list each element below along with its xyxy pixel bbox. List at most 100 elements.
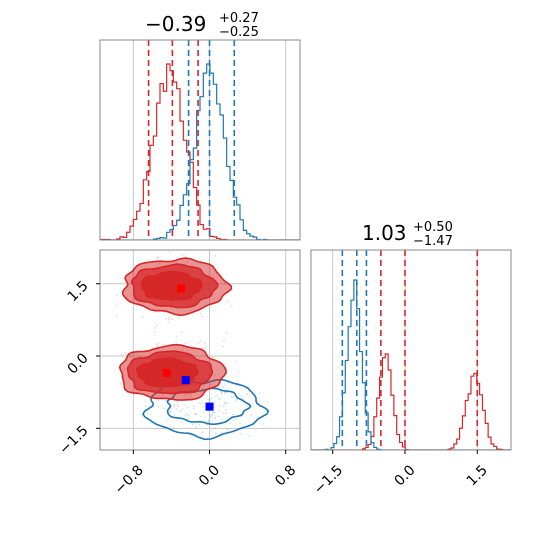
scatter-point — [230, 396, 233, 398]
scatter-point — [216, 395, 219, 397]
scatter-point — [168, 318, 170, 320]
scatter-point — [164, 400, 167, 402]
scatter-point — [223, 392, 226, 395]
panel-y-title-value: 1.03 — [362, 221, 407, 245]
scatter-point — [210, 397, 213, 400]
scatter-point — [226, 391, 228, 394]
scatter-point — [199, 415, 202, 418]
histogram-x-red — [100, 63, 300, 240]
scatter-point — [186, 413, 188, 415]
panel-y-title: 1.03 — [362, 221, 407, 245]
scatter-point — [169, 410, 172, 413]
scatter-point — [258, 392, 261, 394]
scatter-point — [214, 395, 217, 397]
scatter-point — [195, 426, 197, 428]
scatter-point — [193, 412, 196, 415]
scatter-point — [213, 406, 216, 409]
scatter-point — [181, 421, 183, 423]
scatter-point — [156, 324, 158, 327]
scatter-point — [246, 393, 248, 395]
scatter-point — [250, 413, 253, 416]
marker-red-1 — [162, 368, 171, 377]
x-tick-label: 0.0 — [196, 462, 223, 489]
scatter-point — [204, 416, 206, 418]
scatter-point — [203, 394, 205, 397]
marker-blue-1 — [181, 376, 190, 385]
scatter-point — [221, 431, 223, 434]
hist-y-tick-label: 0.0 — [392, 462, 419, 489]
scatter-point — [208, 413, 211, 416]
panel-y-title-plus: +0.50 — [413, 220, 453, 235]
scatter-point — [235, 361, 238, 363]
scatter-point — [144, 405, 147, 408]
scatter-point — [213, 417, 216, 420]
scatter-point — [200, 339, 202, 342]
scatter-point — [115, 305, 118, 307]
scatter-point — [175, 335, 178, 338]
scatter-point — [116, 315, 118, 318]
scatter-point — [222, 405, 225, 407]
histogram-x-frame — [99, 39, 301, 241]
panel-x-title-minus: −0.25 — [219, 25, 259, 40]
y-tick-label: −1.5 — [56, 423, 91, 458]
scatter-point — [196, 413, 198, 415]
scatter-point — [217, 415, 220, 418]
scatter-point — [213, 411, 216, 414]
scatter-point — [155, 343, 158, 346]
scatter-point — [173, 426, 175, 428]
scatter-point — [163, 407, 165, 410]
scatter-point — [217, 386, 220, 389]
scatter-point — [211, 413, 214, 415]
scatter-point — [144, 400, 147, 403]
scatter-point — [213, 404, 216, 406]
scatter-point — [153, 330, 156, 333]
scatter-point — [186, 406, 189, 409]
scatter-point — [151, 245, 153, 247]
scatter-point — [225, 332, 228, 334]
scatter-point — [232, 413, 235, 416]
scatter-point — [124, 352, 127, 355]
scatter-point — [175, 341, 177, 343]
scatter-point — [193, 407, 195, 410]
scatter-point — [227, 301, 229, 303]
marker-blue-0 — [205, 402, 214, 411]
scatter-point — [214, 255, 217, 257]
scatter-point — [201, 315, 204, 318]
scatter-point — [168, 411, 171, 414]
scatter-point — [207, 398, 209, 401]
y-tick-label: 0.0 — [65, 350, 92, 377]
scatter-point — [154, 311, 156, 313]
scatter-point — [212, 410, 214, 413]
scatter-point — [203, 411, 205, 413]
scatter-point — [192, 423, 194, 426]
scatter-point — [181, 331, 183, 334]
scatter-point — [214, 401, 216, 403]
histogram-y-frame — [310, 249, 512, 451]
scatter-point — [226, 388, 228, 391]
scatter-point — [218, 409, 221, 412]
scatter-point — [219, 398, 222, 400]
scatter-point — [157, 342, 160, 345]
scatter-point — [207, 401, 210, 403]
scatter-point — [223, 401, 226, 404]
scatter-point — [230, 304, 233, 307]
contour-red-0-inner — [140, 270, 203, 301]
scatter-point — [262, 423, 265, 425]
scatter-point — [224, 391, 226, 394]
scatter-point — [225, 412, 227, 414]
scatter-point — [231, 396, 234, 399]
scatter-point — [211, 419, 214, 422]
scatter-point — [163, 343, 165, 346]
scatter-point — [142, 316, 144, 318]
scatter-point — [165, 317, 167, 320]
scatter-point — [173, 403, 176, 406]
scatter-point — [202, 347, 204, 350]
scatter-point — [226, 428, 229, 431]
scatter-point — [182, 408, 184, 411]
scatter-point — [210, 416, 212, 418]
hist-y-tick-label: 1.5 — [464, 462, 491, 489]
scatter-point — [210, 430, 213, 432]
scatter-point — [181, 254, 183, 256]
scatter-point — [166, 419, 169, 422]
